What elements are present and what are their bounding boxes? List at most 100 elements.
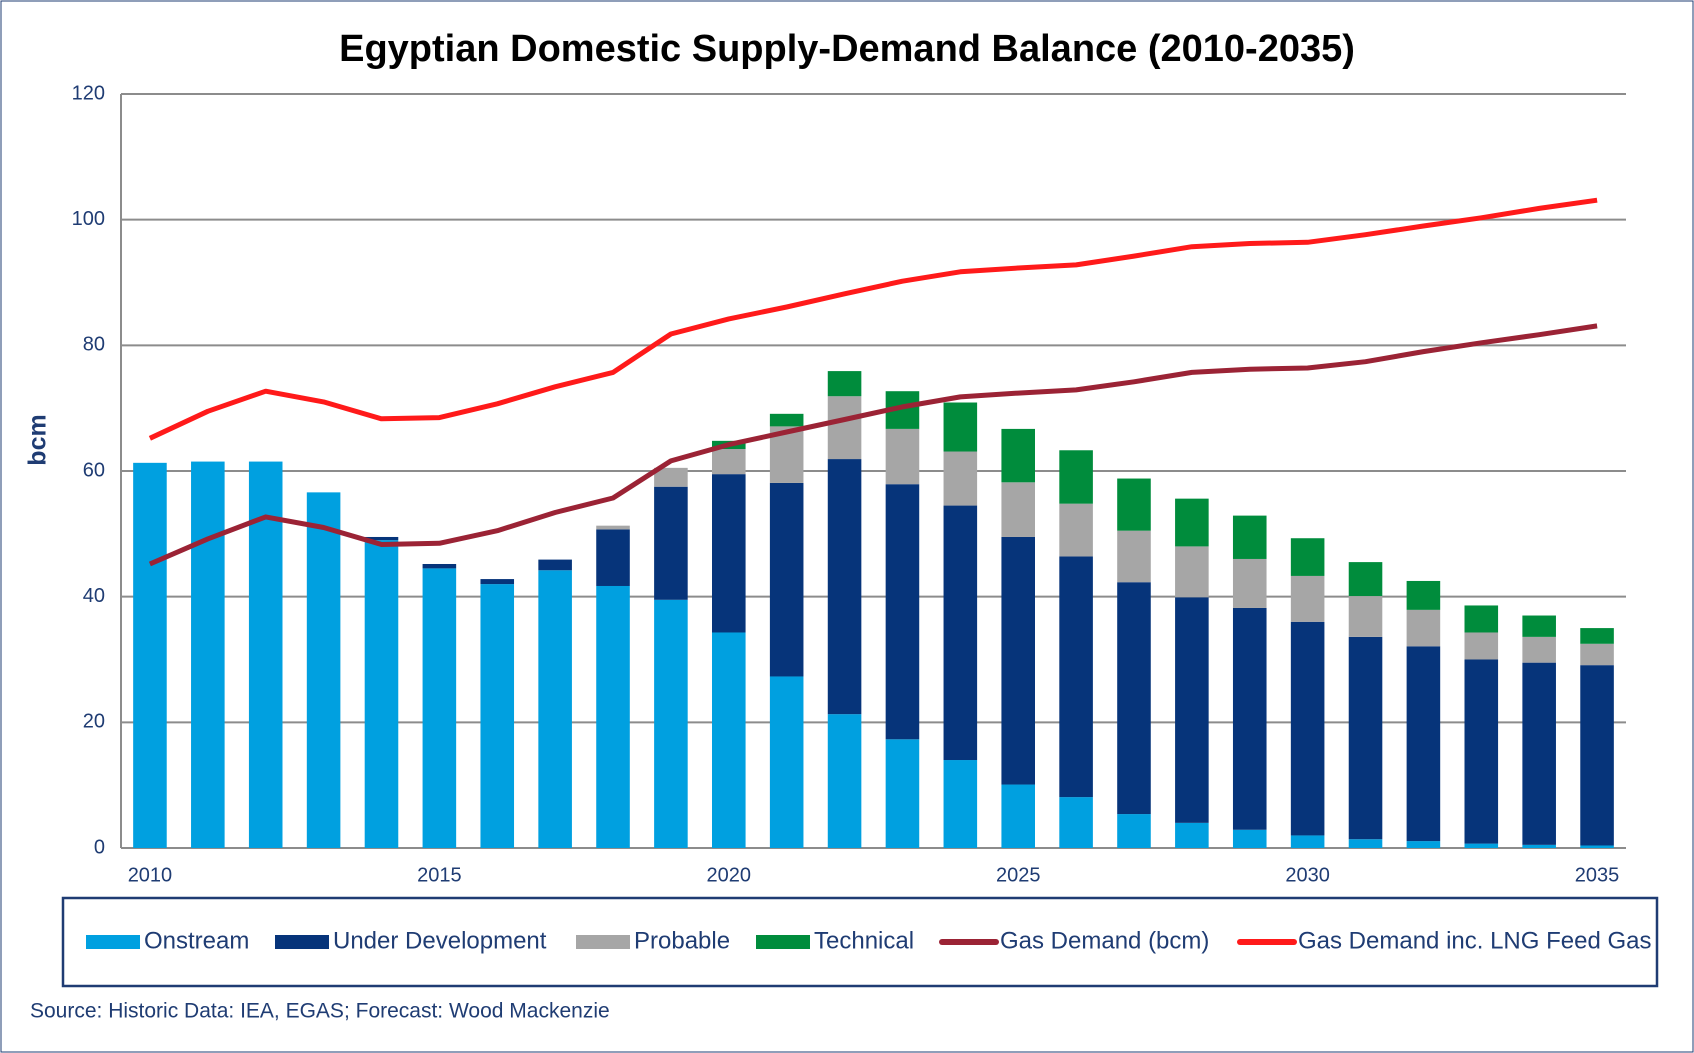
bar-segment <box>1464 632 1499 660</box>
bar-segment <box>885 739 920 848</box>
bar-segment <box>191 461 225 848</box>
y-tick-label: 20 <box>83 711 105 733</box>
legend-swatch <box>576 935 630 949</box>
legend-swatch <box>86 935 140 949</box>
bar-segment <box>306 492 341 848</box>
bar-segment <box>538 559 572 571</box>
bar-segment <box>1406 646 1441 842</box>
bar-segment <box>1406 841 1441 848</box>
bar-segment <box>422 568 457 848</box>
bar-segment <box>827 714 862 848</box>
line-series <box>148 197 1598 441</box>
bar-segment <box>1348 596 1383 637</box>
bar-segment <box>1522 615 1556 637</box>
bar-segment <box>1117 814 1151 848</box>
bar-segment <box>538 570 572 848</box>
bar-segment <box>1059 797 1093 848</box>
bar-segment <box>827 371 862 397</box>
bar-segment <box>1406 609 1441 647</box>
legend-swatch <box>756 935 810 949</box>
legend-box <box>61 896 1659 988</box>
bar-segment <box>1580 643 1614 666</box>
bar-segment <box>654 467 688 487</box>
y-tick-label: 60 <box>83 459 105 481</box>
bar-segment <box>712 632 746 848</box>
bar-segment <box>1059 556 1093 798</box>
bar-segment <box>1001 784 1035 848</box>
bar-segment <box>943 451 978 506</box>
bar-segment <box>885 484 920 740</box>
bar-segment <box>364 536 399 541</box>
y-tick-label: 40 <box>83 585 105 607</box>
bar-segment <box>1232 607 1267 830</box>
bar-segment <box>1348 839 1383 848</box>
bar-segment <box>1522 844 1556 848</box>
bar-segment <box>1117 478 1151 531</box>
bar-segment <box>1232 558 1267 608</box>
bar-segment <box>1580 628 1614 644</box>
bar-segment <box>712 449 746 475</box>
bar-segment <box>364 540 399 848</box>
legend-swatch <box>275 935 329 949</box>
bar-segment <box>596 525 630 530</box>
bar-segment <box>133 462 167 848</box>
bar-segment <box>1406 580 1441 610</box>
bar-segment <box>1348 562 1383 597</box>
bar-segment <box>1290 575 1325 622</box>
bar-segment <box>827 396 862 460</box>
bar-segment <box>1117 530 1151 583</box>
legend-label: Technical <box>814 927 914 954</box>
bar-segment <box>1059 503 1093 557</box>
legend-label: Under Development <box>333 927 547 954</box>
bar-segment <box>654 486 688 600</box>
bar-segment <box>1175 822 1209 848</box>
x-tick-label: 2025 <box>996 864 1041 886</box>
bar-segment <box>1464 659 1499 844</box>
bar-segment <box>1175 546 1209 598</box>
line-series <box>148 323 1598 567</box>
bar-segment <box>1464 843 1499 848</box>
bar-segment <box>1290 621 1325 836</box>
legend-label: Gas Demand inc. LNG Feed Gas <box>1298 927 1651 954</box>
bar-segment <box>1348 636 1383 840</box>
bar-segment <box>1117 582 1151 815</box>
bar-segment <box>1290 835 1325 848</box>
legend-label: Probable <box>634 927 730 954</box>
y-tick-label: 80 <box>83 334 105 356</box>
bar-segment <box>596 585 630 848</box>
source-note: Source: Historic Data: IEA, EGAS; Foreca… <box>30 1000 610 1023</box>
bar-segment <box>943 760 978 848</box>
bar-segment <box>1232 829 1267 848</box>
bar-segment <box>1001 428 1035 483</box>
bar-segment <box>769 482 804 677</box>
bar-segment <box>1290 538 1325 576</box>
bar-segment <box>1522 662 1556 845</box>
bar-segment <box>885 428 920 485</box>
legend-label: Gas Demand (bcm) <box>1000 927 1209 954</box>
bar-segment <box>827 459 862 715</box>
bar-segment <box>596 529 630 586</box>
y-tick-label: 120 <box>72 82 105 104</box>
bar-segment <box>1175 498 1209 547</box>
x-tick-label: 2010 <box>128 864 173 886</box>
bar-segment <box>943 402 978 452</box>
bar-segment <box>1522 636 1556 663</box>
bar-segment <box>1580 845 1614 848</box>
bar-segment <box>1001 482 1035 537</box>
bar-segment <box>1464 605 1499 633</box>
legend-label: Onstream <box>144 927 249 954</box>
x-tick-label: 2020 <box>707 864 752 886</box>
bar-segment <box>248 461 283 848</box>
bar-segment <box>769 413 804 427</box>
bar-segment <box>769 676 804 848</box>
y-tick-label: 100 <box>72 208 105 230</box>
bar-segment <box>480 579 515 585</box>
bar-segment <box>422 563 457 569</box>
bar-segment <box>1232 515 1267 559</box>
x-tick-label: 2035 <box>1575 864 1620 886</box>
bar-segment <box>1001 536 1035 785</box>
bar-segment <box>1175 597 1209 823</box>
bar-segment <box>943 505 978 761</box>
